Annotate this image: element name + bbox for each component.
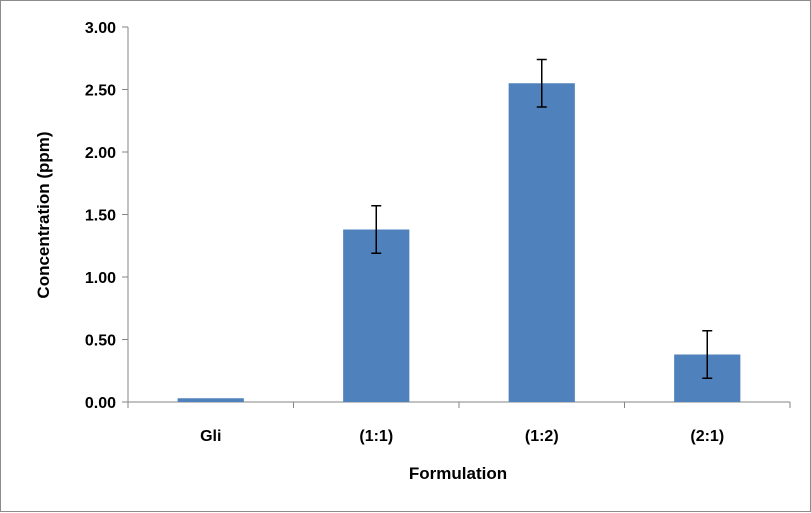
y-tick-label: 0.00	[85, 395, 116, 412]
x-axis-title: Formulation	[409, 464, 507, 483]
x-tick-label: (1:1)	[359, 428, 393, 445]
bar	[177, 398, 244, 402]
bar	[343, 229, 410, 402]
y-tick-label: 1.00	[85, 270, 116, 287]
x-tick-label: (1:2)	[525, 428, 559, 445]
bar	[508, 83, 575, 402]
x-tick-label: Gli	[200, 428, 221, 445]
y-tick-label: 2.00	[85, 145, 116, 162]
y-tick-label: 1.50	[85, 208, 116, 225]
y-tick-label: 0.50	[85, 333, 116, 350]
y-tick-label: 2.50	[85, 83, 116, 100]
error-bars	[371, 58, 713, 379]
bars	[177, 83, 741, 402]
y-tick-label: 3.00	[85, 20, 116, 37]
y-axis-title: Concentration (ppm)	[34, 131, 53, 298]
x-axis: Gli (1:1) (1:2) (2:1)	[127, 401, 791, 445]
y-axis: 0.00 0.50 1.00 1.50 2.00 2.50 3.00	[85, 20, 129, 412]
x-tick-label: (2:1)	[690, 428, 724, 445]
